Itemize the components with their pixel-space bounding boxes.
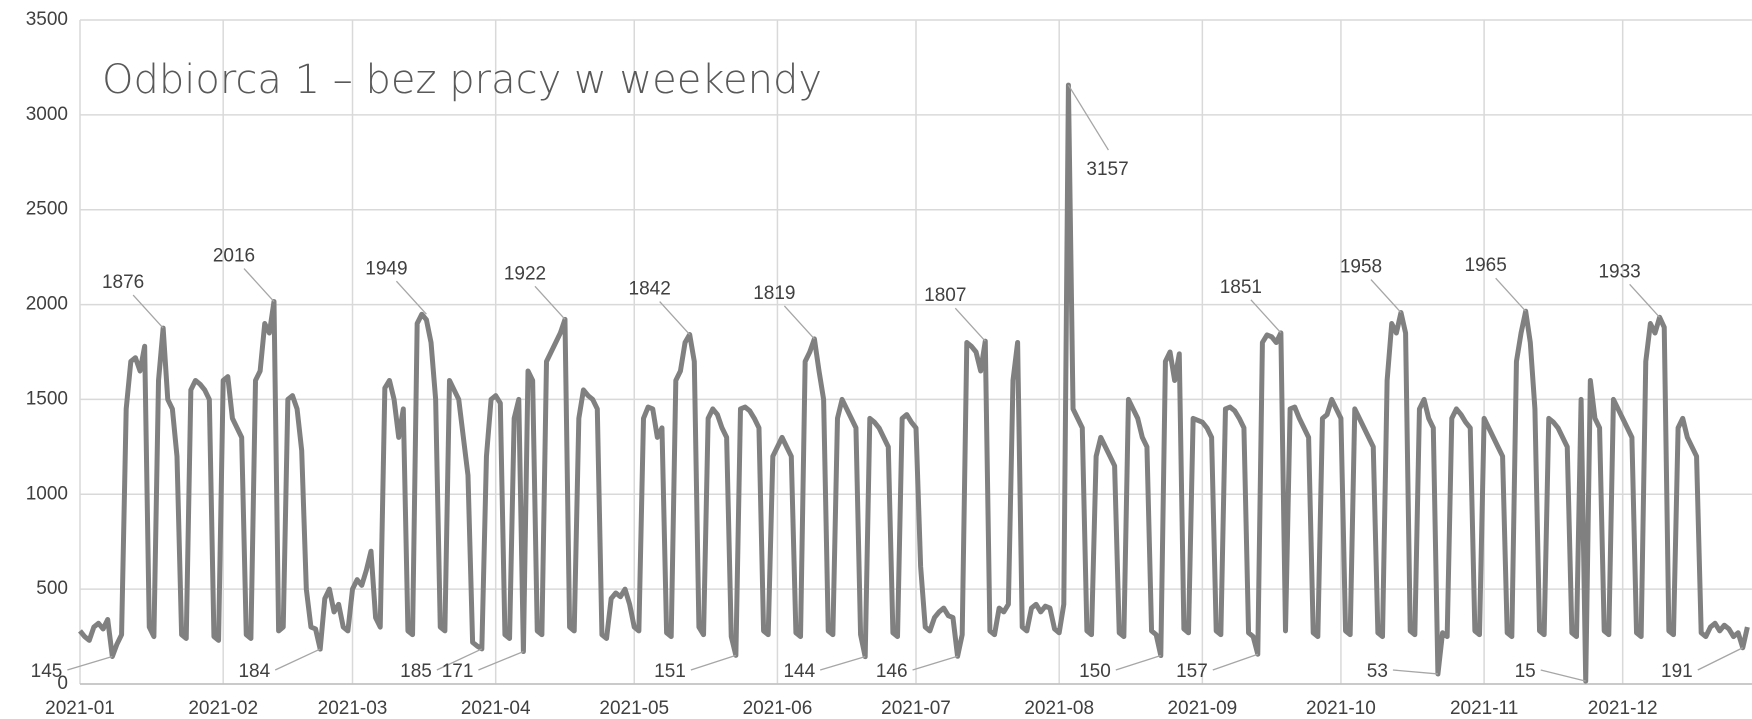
series-line — [78, 82, 1750, 684]
x-tick-label: 2021-05 — [599, 698, 669, 719]
annotation-leader — [1115, 654, 1161, 671]
y-tick-label: 3500 — [26, 9, 68, 30]
annotation-leader — [274, 648, 321, 671]
annotation-label: 1842 — [629, 279, 671, 300]
y-tick-label: 1000 — [26, 483, 68, 504]
y-tick-label: 3000 — [26, 104, 68, 125]
annotation-leader — [395, 280, 427, 315]
x-tick-label: 2021-10 — [1306, 698, 1376, 719]
x-tick-label: 2021-08 — [1024, 698, 1094, 719]
annotation-label: 191 — [1661, 661, 1693, 682]
x-tick-label: 2021-01 — [45, 698, 115, 719]
annotation-leader — [1495, 277, 1527, 312]
annotation-label: 2016 — [213, 246, 255, 267]
y-tick-label: 2000 — [26, 294, 68, 315]
annotation-leader — [1212, 653, 1259, 671]
annotation-label: 171 — [442, 661, 474, 682]
annotation-leader — [534, 285, 566, 320]
annotation-leader — [820, 656, 866, 671]
annotation-label: 1965 — [1465, 255, 1507, 276]
annotation-label: 146 — [876, 661, 908, 682]
x-tick-label: 2021-07 — [881, 698, 951, 719]
y-tick-label: 1500 — [26, 388, 68, 409]
y-tick-label: 2500 — [26, 199, 68, 220]
annotation-label: 1933 — [1598, 261, 1640, 282]
x-tick-label: 2021-04 — [461, 698, 531, 719]
annotation-leader — [1250, 299, 1282, 334]
annotation-label: 1851 — [1220, 277, 1262, 298]
annotation-label: 1807 — [924, 285, 966, 306]
annotation-label: 185 — [400, 661, 432, 682]
annotation-leader — [478, 650, 524, 671]
annotation-label: 15 — [1515, 661, 1536, 682]
annotation-leader — [912, 655, 958, 671]
annotation-label: 3157 — [1086, 159, 1128, 180]
x-tick-label: 2021-03 — [318, 698, 388, 719]
x-tick-label: 2021-06 — [743, 698, 813, 719]
annotation-leader — [1697, 647, 1744, 671]
plot — [78, 82, 1750, 684]
y-tick-label: 0 — [57, 673, 68, 694]
x-tick-label: 2021-09 — [1167, 698, 1237, 719]
x-tick-label: 2021-02 — [188, 698, 258, 719]
annotation-label: 1876 — [102, 272, 144, 293]
annotation-leader — [67, 655, 113, 671]
annotation-label: 157 — [1176, 661, 1208, 682]
annotation-leader — [1540, 669, 1586, 682]
annotation-label: 184 — [238, 661, 270, 682]
annotation-leader — [436, 648, 483, 671]
annotation-label: 150 — [1079, 661, 1111, 682]
annotation-label: 145 — [31, 661, 63, 682]
annotation-label: 1819 — [753, 283, 795, 304]
y-tick-label: 500 — [36, 578, 68, 599]
x-tick-label: 2021-12 — [1588, 698, 1658, 719]
annotation-leader — [954, 307, 986, 342]
annotation-label: 144 — [783, 661, 815, 682]
annotation-leader — [659, 301, 691, 335]
annotation-leader — [783, 305, 815, 340]
annotation-leader — [1067, 84, 1109, 151]
annotation-label: 151 — [654, 661, 686, 682]
annotation-leader — [1629, 283, 1661, 318]
annotation-leader — [243, 268, 275, 302]
annotation-label: 1958 — [1340, 257, 1382, 278]
annotation-leader — [132, 294, 164, 329]
annotation-leader — [1392, 669, 1438, 675]
labels: 0 500 1000 1500 2000 2500 3000 3500 2021-01 2021-… — [26, 9, 1744, 719]
x-tick-label: 2021-11 — [1450, 698, 1518, 719]
annotation-label: 1949 — [365, 258, 407, 279]
annotation-leader — [690, 654, 737, 671]
annotation-label: 53 — [1367, 661, 1388, 682]
annotation-leader — [1370, 279, 1402, 313]
chart-title: Odbiorca 1 – bez pracy w weekendy — [102, 57, 822, 103]
annotation-label: 1922 — [504, 263, 546, 284]
